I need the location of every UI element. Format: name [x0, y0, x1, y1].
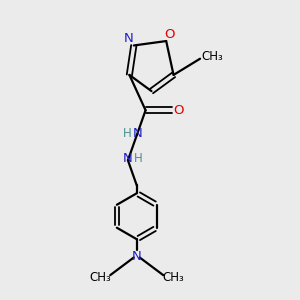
Text: H: H	[134, 152, 142, 165]
Text: H: H	[123, 127, 132, 140]
Text: N: N	[133, 127, 142, 140]
Text: CH₃: CH₃	[163, 271, 184, 284]
Text: N: N	[132, 250, 142, 262]
Text: O: O	[173, 104, 184, 117]
Text: O: O	[164, 28, 175, 41]
Text: CH₃: CH₃	[89, 271, 111, 284]
Text: N: N	[124, 32, 134, 46]
Text: CH₃: CH₃	[202, 50, 223, 63]
Text: N: N	[122, 152, 132, 165]
